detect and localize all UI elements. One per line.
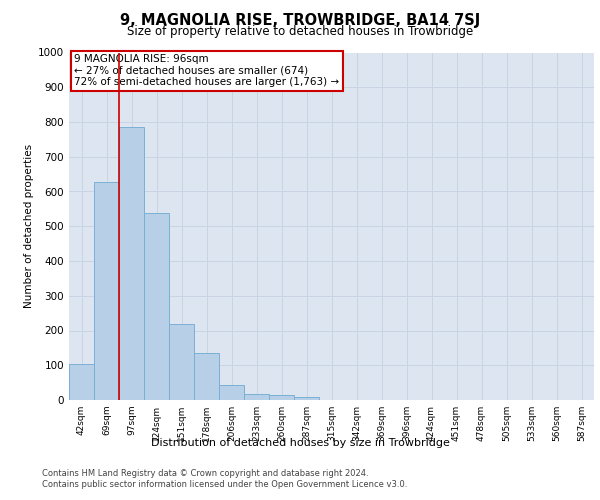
Bar: [219, 385, 244, 400]
Bar: [119, 127, 144, 400]
Bar: [169, 324, 194, 400]
Bar: [244, 394, 269, 400]
Text: 9 MAGNOLIA RISE: 96sqm
← 27% of detached houses are smaller (674)
72% of semi-de: 9 MAGNOLIA RISE: 96sqm ← 27% of detached…: [74, 54, 340, 88]
Y-axis label: Number of detached properties: Number of detached properties: [24, 144, 34, 308]
Bar: [294, 396, 319, 400]
Bar: [144, 213, 169, 400]
Text: 9, MAGNOLIA RISE, TROWBRIDGE, BA14 7SJ: 9, MAGNOLIA RISE, TROWBRIDGE, BA14 7SJ: [120, 12, 480, 28]
Bar: [94, 182, 119, 400]
Text: Contains public sector information licensed under the Open Government Licence v3: Contains public sector information licen…: [42, 480, 407, 489]
Bar: [269, 395, 294, 400]
Text: Contains HM Land Registry data © Crown copyright and database right 2024.: Contains HM Land Registry data © Crown c…: [42, 469, 368, 478]
Bar: [69, 364, 94, 400]
Bar: [194, 353, 219, 400]
Text: Distribution of detached houses by size in Trowbridge: Distribution of detached houses by size …: [151, 438, 449, 448]
Text: Size of property relative to detached houses in Trowbridge: Size of property relative to detached ho…: [127, 25, 473, 38]
